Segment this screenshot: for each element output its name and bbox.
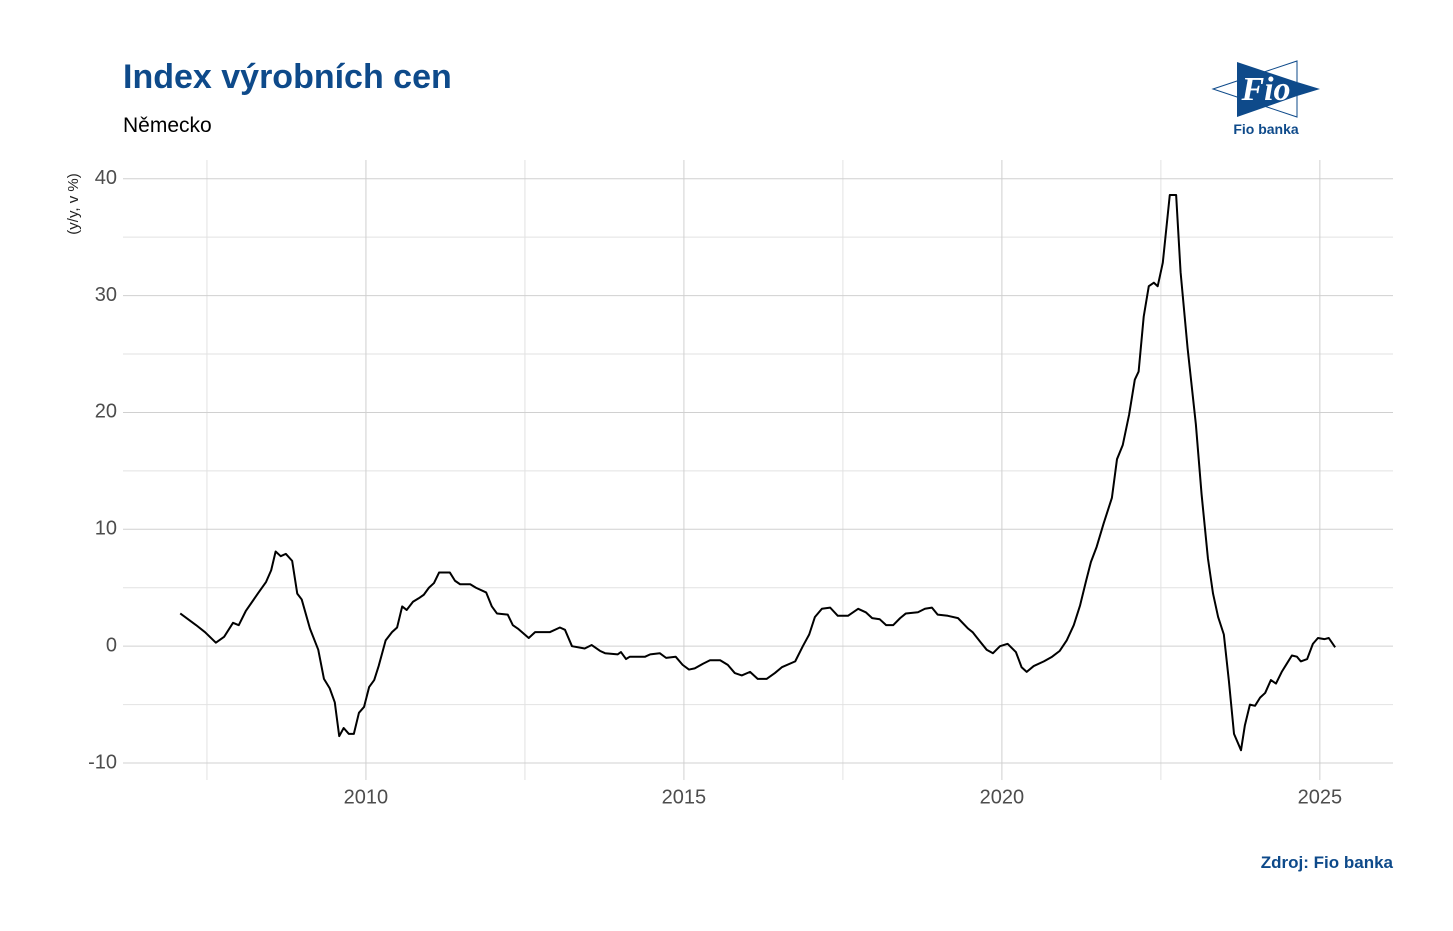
source: Zdroj: Fio banka [1261, 853, 1394, 872]
x-tick-label: 2015 [662, 786, 707, 808]
chart-title: Index výrobních cen [123, 58, 452, 96]
x-tick-label: 2025 [1298, 786, 1343, 808]
logo-flag [1237, 62, 1320, 117]
x-tick-label: 2010 [344, 786, 389, 808]
y-tick-label: 40 [95, 167, 117, 189]
y-tick-label: 20 [95, 401, 117, 423]
y-tick-label: -10 [88, 751, 117, 773]
logo-mark: Fio [1240, 71, 1290, 108]
x-tick-label: 2020 [980, 786, 1025, 808]
y-tick-label: 10 [95, 518, 117, 540]
chart-subtitle: Německo [123, 114, 212, 137]
y-tick-label: 30 [95, 284, 117, 306]
y-tick-label: 0 [106, 634, 117, 656]
logo: Fio Fio banka [1211, 60, 1320, 137]
logo-name: Fio banka [1233, 121, 1299, 137]
plot [179, 194, 1336, 752]
y-axis-label: (y/y, v %) [65, 173, 82, 234]
line [179, 194, 1336, 752]
grid: -10 0 10 20 30 40 2010 2015 2020 2025 [88, 160, 1393, 808]
